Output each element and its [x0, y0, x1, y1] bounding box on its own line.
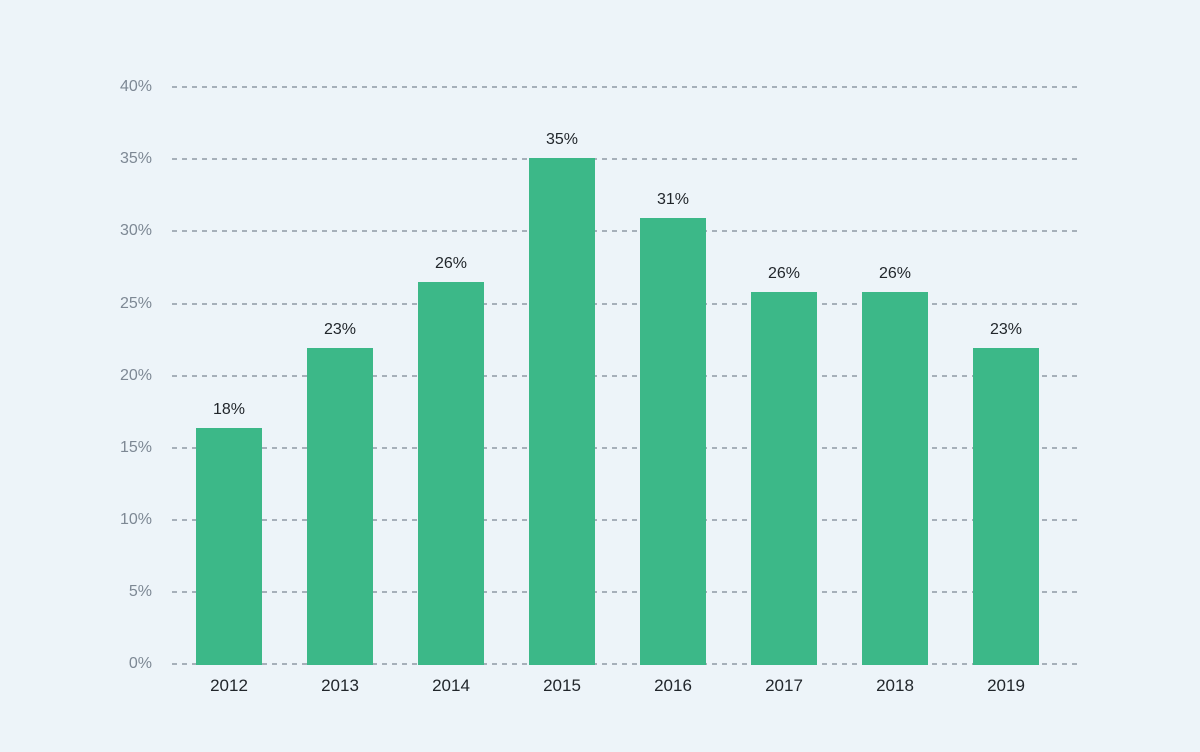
bar — [418, 282, 484, 665]
x-category-label: 2018 — [876, 676, 914, 695]
gridline — [172, 663, 1078, 665]
y-tick-label: 20% — [119, 367, 152, 384]
gridline — [172, 230, 1078, 232]
x-category-label: 2017 — [765, 676, 803, 695]
bar — [751, 292, 817, 665]
bar — [640, 218, 706, 665]
y-tick-label: 30% — [119, 222, 152, 239]
bar-value-label: 23% — [323, 321, 357, 338]
gridline — [172, 303, 1078, 305]
gridline — [172, 375, 1078, 377]
x-category-label: 2016 — [654, 676, 692, 695]
bar — [862, 292, 928, 665]
bar — [307, 348, 373, 665]
y-tick-label: 5% — [128, 583, 152, 600]
gridline — [172, 519, 1078, 521]
gridline — [172, 447, 1078, 449]
bar-value-label: 31% — [656, 191, 690, 208]
gridline — [172, 591, 1078, 593]
x-category-label: 2012 — [210, 676, 248, 695]
y-tick-label: 0% — [128, 655, 152, 672]
x-category-label: 2013 — [321, 676, 359, 695]
x-category-label: 2015 — [543, 676, 581, 695]
bar — [529, 158, 595, 665]
gridline — [172, 86, 1078, 88]
bar — [973, 348, 1039, 665]
y-tick-label: 10% — [119, 511, 152, 528]
y-tick-label: 15% — [119, 439, 152, 456]
gridline — [172, 158, 1078, 160]
bar — [196, 428, 262, 665]
bar-value-label: 23% — [989, 321, 1023, 338]
bar-value-label: 26% — [878, 265, 912, 282]
x-category-label: 2019 — [987, 676, 1025, 695]
bar-value-label: 26% — [434, 255, 468, 272]
bar-value-label: 35% — [545, 131, 579, 148]
y-tick-label: 35% — [119, 150, 152, 167]
bar-value-label: 26% — [767, 265, 801, 282]
y-tick-label: 40% — [119, 78, 152, 95]
x-category-label: 2014 — [432, 676, 470, 695]
bar-value-label: 18% — [212, 401, 246, 418]
y-tick-label: 25% — [119, 295, 152, 312]
